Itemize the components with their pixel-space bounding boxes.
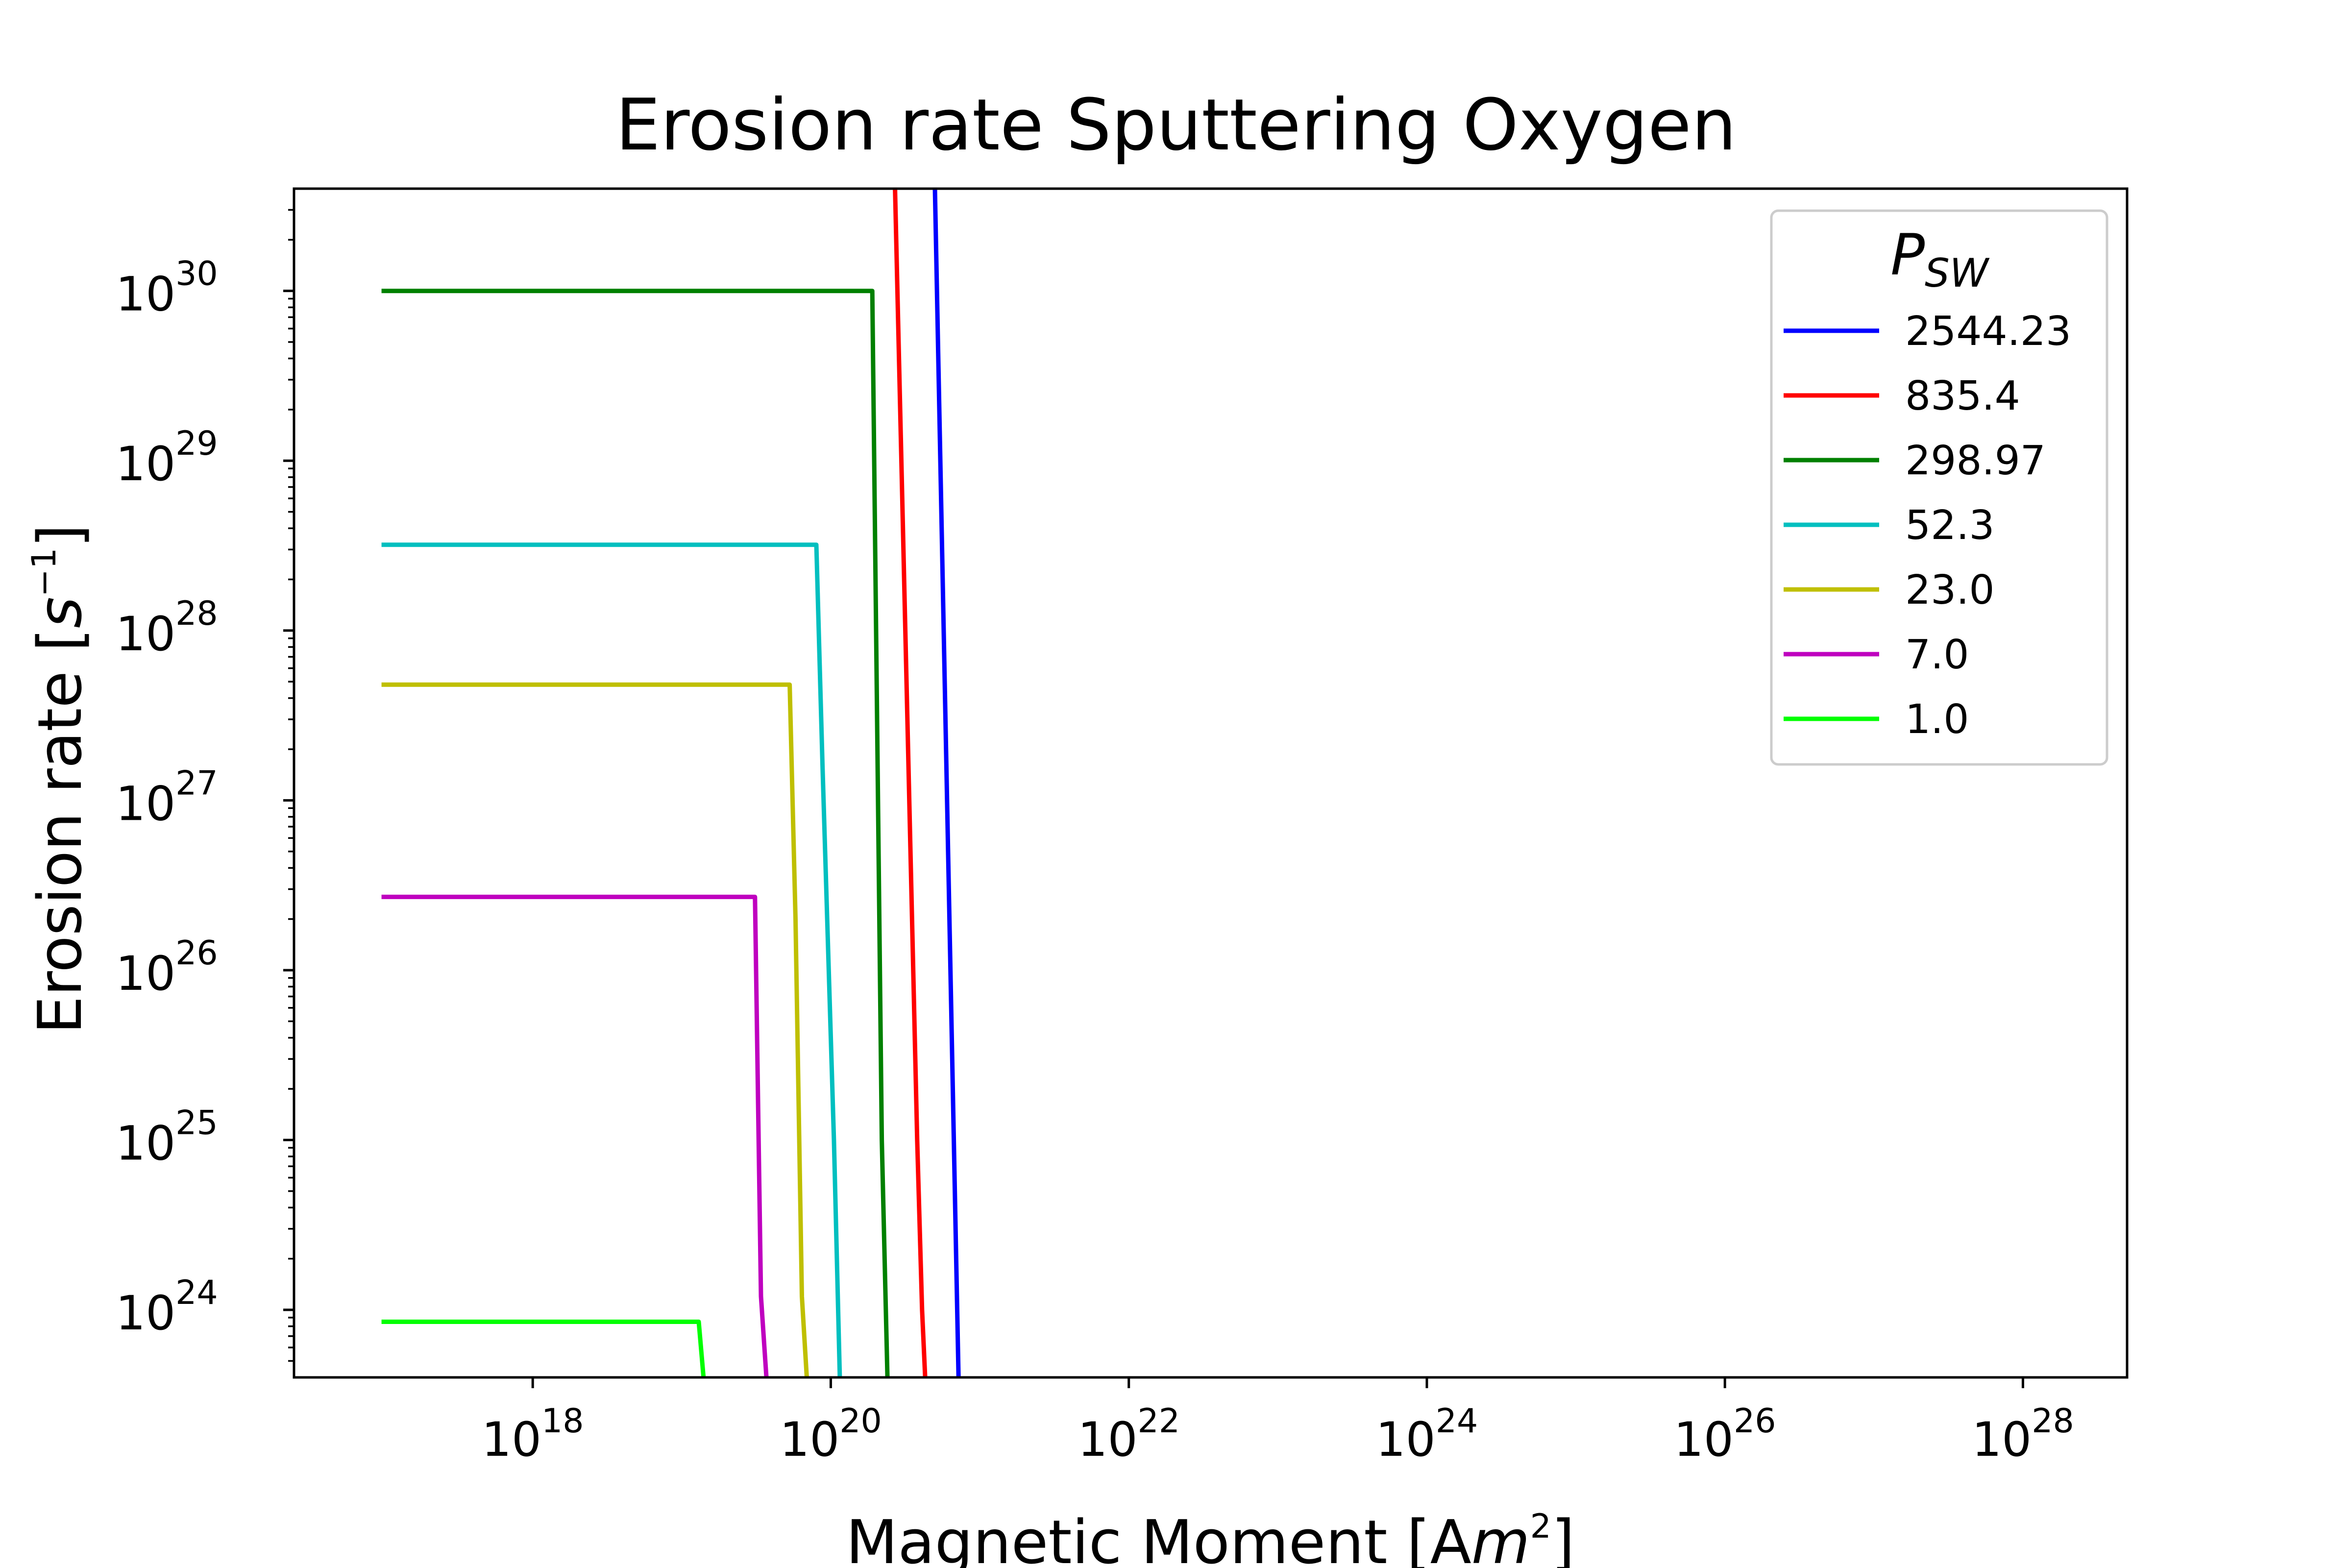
legend-label-1: 835.4 — [1905, 373, 2020, 419]
x-tick-exp: 24 — [1436, 1402, 1478, 1441]
y-tick-exp: 29 — [175, 424, 218, 463]
y-tick-base: 10 — [116, 267, 175, 322]
y-tick-exp: 28 — [175, 594, 218, 633]
series-line-4 — [381, 682, 809, 1377]
legend: PSW 2544.23 835.4 298.97 52.3 23.0 7.0 1.0 — [1770, 209, 2108, 766]
y-tick-exp: 26 — [175, 934, 218, 973]
series-line-3 — [381, 542, 842, 1377]
y-tick-exp: 30 — [175, 255, 218, 294]
x-axis-label-end: ] — [1551, 1508, 1575, 1568]
y-tick-label-5: 1029 — [116, 424, 218, 491]
x-axis-label-sup: 2 — [1530, 1507, 1551, 1546]
x-tick-exp: 18 — [541, 1402, 584, 1441]
y-axis-label-end: ] — [25, 524, 96, 548]
legend-label-5: 7.0 — [1905, 632, 1969, 678]
y-axis-label-italic: s — [25, 597, 96, 628]
y-tick-label-3: 1027 — [116, 764, 218, 831]
legend-title-sub: SW — [1925, 250, 1990, 296]
x-tick-base: 10 — [780, 1412, 839, 1467]
legend-label-6: 1.0 — [1905, 696, 1969, 743]
y-tick-label-0: 1024 — [116, 1274, 218, 1341]
y-axis-label-sup: −1 — [25, 548, 64, 597]
series-lines — [381, 189, 961, 1377]
x-tick-label-2: 1022 — [1078, 1402, 1180, 1467]
legend-label-2: 298.97 — [1905, 438, 2046, 484]
series-line-0 — [932, 189, 961, 1377]
y-axis-label-base: Erosion rate [ — [25, 628, 96, 1034]
x-tick-exp: 26 — [1734, 1402, 1776, 1441]
x-tick-label-0: 1018 — [482, 1402, 584, 1467]
legend-label-4: 23.0 — [1905, 567, 1995, 613]
x-axis-label-base: Magnetic Moment [A — [846, 1508, 1471, 1568]
x-axis-label: Magnetic Moment [Am2] — [846, 1507, 1575, 1568]
y-tick-label-1: 1025 — [116, 1104, 218, 1171]
y-tick-base: 10 — [116, 946, 175, 1001]
x-tick-label-5: 1028 — [1972, 1402, 2074, 1467]
legend-label-3: 52.3 — [1905, 502, 1995, 549]
y-tick-base: 10 — [116, 1286, 175, 1341]
x-tick-label-3: 1024 — [1376, 1402, 1478, 1467]
series-line-6 — [381, 1320, 706, 1377]
y-tick-exp: 27 — [175, 764, 218, 803]
x-tick-base: 10 — [1376, 1412, 1436, 1467]
x-tick-label-1: 1020 — [780, 1402, 882, 1467]
legend-label-0: 2544.23 — [1905, 308, 2071, 355]
x-axis-label-italic: m — [1471, 1508, 1530, 1568]
y-tick-base: 10 — [116, 1116, 175, 1171]
legend-title: PSW — [1890, 222, 1990, 296]
legend-title-base: P — [1890, 222, 1925, 288]
x-tick-exp: 28 — [2032, 1402, 2074, 1441]
y-tick-label-6: 1030 — [116, 255, 218, 322]
x-tick-base: 10 — [1972, 1412, 2032, 1467]
y-tick-exp: 24 — [175, 1274, 218, 1312]
x-tick-base: 10 — [1078, 1412, 1137, 1467]
series-line-5 — [381, 894, 769, 1377]
y-tick-label-4: 1028 — [116, 594, 218, 662]
legend-items: 2544.23 835.4 298.97 52.3 23.0 7.0 1.0 — [1784, 308, 2071, 743]
series-line-2 — [381, 289, 890, 1377]
y-tick-base: 10 — [116, 776, 175, 831]
x-tick-base: 10 — [482, 1412, 541, 1467]
chart-title: Erosion rate Sputtering Oxygen — [615, 84, 1737, 167]
x-tick-label-4: 1026 — [1674, 1402, 1776, 1467]
y-tick-base: 10 — [116, 607, 175, 662]
x-tick-exp: 20 — [839, 1402, 882, 1441]
y-axis-label: Erosion rate [s−1] — [25, 524, 96, 1034]
y-tick-label-2: 1026 — [116, 934, 218, 1001]
legend-box — [1770, 209, 2108, 766]
x-tick-exp: 22 — [1138, 1402, 1180, 1441]
y-tick-exp: 25 — [175, 1104, 218, 1143]
y-tick-base: 10 — [116, 437, 175, 491]
plot-frame — [293, 187, 2129, 1379]
series-line-1 — [893, 189, 928, 1377]
x-tick-base: 10 — [1674, 1412, 1734, 1467]
